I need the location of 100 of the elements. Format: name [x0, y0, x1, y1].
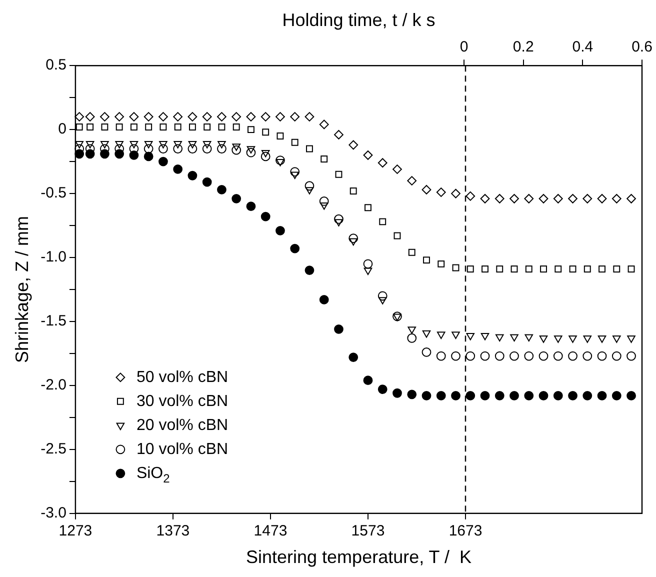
- point: [466, 266, 474, 272]
- point: [218, 124, 226, 130]
- point: [320, 202, 328, 210]
- point: [173, 164, 183, 174]
- point: [628, 266, 635, 272]
- point: [392, 164, 402, 174]
- point: [480, 351, 490, 361]
- point: [101, 124, 108, 130]
- point: [260, 212, 270, 222]
- point: [524, 351, 534, 361]
- point: [554, 336, 562, 343]
- point: [75, 141, 84, 148]
- point: [612, 390, 622, 400]
- y-tick-label: -0.5: [40, 184, 66, 202]
- y-tick-label: -3.0: [40, 504, 66, 522]
- point: [422, 330, 431, 338]
- point: [144, 152, 154, 162]
- point: [246, 146, 256, 154]
- point: [276, 158, 284, 166]
- point: [86, 124, 94, 130]
- point: [290, 112, 300, 122]
- point: [188, 112, 198, 122]
- point: [496, 266, 504, 272]
- point: [393, 314, 402, 322]
- point: [597, 194, 607, 204]
- point: [582, 390, 592, 400]
- y-tick-label: -1.5: [40, 312, 66, 330]
- point: [217, 144, 226, 154]
- point: [612, 336, 621, 343]
- point: [260, 152, 270, 162]
- point: [480, 194, 490, 204]
- point: [451, 188, 460, 198]
- point: [218, 141, 226, 148]
- point: [115, 141, 124, 148]
- point: [320, 156, 328, 162]
- point: [538, 351, 548, 361]
- point: [100, 141, 109, 148]
- point: [86, 141, 94, 148]
- point: [334, 324, 344, 334]
- point: [202, 141, 212, 148]
- x2-tick-label: 0.4: [572, 38, 594, 56]
- point: [304, 181, 314, 191]
- point: [319, 295, 329, 304]
- point: [569, 266, 576, 272]
- point: [217, 112, 226, 122]
- point: [466, 191, 476, 201]
- point: [304, 266, 314, 276]
- point: [363, 376, 373, 386]
- point: [100, 112, 110, 122]
- point: [378, 297, 387, 304]
- legend-label: 10 vol% cBN: [136, 440, 228, 458]
- x-tick-label: 1373: [156, 522, 190, 540]
- point: [306, 145, 313, 152]
- point: [129, 112, 139, 122]
- point: [158, 144, 168, 154]
- point: [261, 150, 270, 158]
- legend-label: 50 vol% cBN: [136, 368, 228, 386]
- point: [202, 177, 212, 187]
- point: [582, 194, 592, 204]
- point: [114, 112, 124, 122]
- point: [85, 112, 95, 122]
- point: [158, 156, 168, 166]
- point: [232, 145, 242, 155]
- point: [291, 138, 298, 146]
- point: [626, 194, 636, 204]
- x2-tick-label: 0.2: [512, 38, 534, 56]
- point: [202, 144, 212, 154]
- point: [452, 264, 460, 272]
- point: [510, 334, 518, 342]
- point: [350, 188, 357, 194]
- point: [480, 390, 490, 400]
- point: [407, 176, 417, 186]
- x-tick-label: 1273: [58, 522, 92, 540]
- y-tick-label: -1.0: [40, 248, 66, 266]
- x-tick-label: 1673: [448, 522, 482, 540]
- point: [348, 140, 358, 150]
- point: [379, 218, 386, 226]
- point: [335, 170, 342, 178]
- point: [174, 141, 182, 148]
- point: [159, 141, 168, 148]
- point: [494, 194, 504, 204]
- point: [482, 266, 488, 272]
- point: [627, 336, 636, 343]
- point: [524, 194, 534, 204]
- point: [305, 187, 314, 194]
- x-tick-label: 1473: [254, 522, 288, 540]
- point: [568, 194, 578, 204]
- legend-label: 20 vol% cBN: [136, 416, 228, 434]
- point: [188, 141, 197, 148]
- point: [422, 390, 432, 400]
- point: [480, 332, 490, 340]
- point: [568, 390, 578, 400]
- point: [494, 351, 504, 361]
- point: [246, 112, 256, 122]
- point: [304, 112, 314, 122]
- point: [260, 112, 270, 122]
- point: [348, 234, 358, 244]
- point: [538, 390, 548, 400]
- point: [466, 332, 475, 340]
- x-axis-title: Sintering temperature, T / K: [246, 547, 472, 568]
